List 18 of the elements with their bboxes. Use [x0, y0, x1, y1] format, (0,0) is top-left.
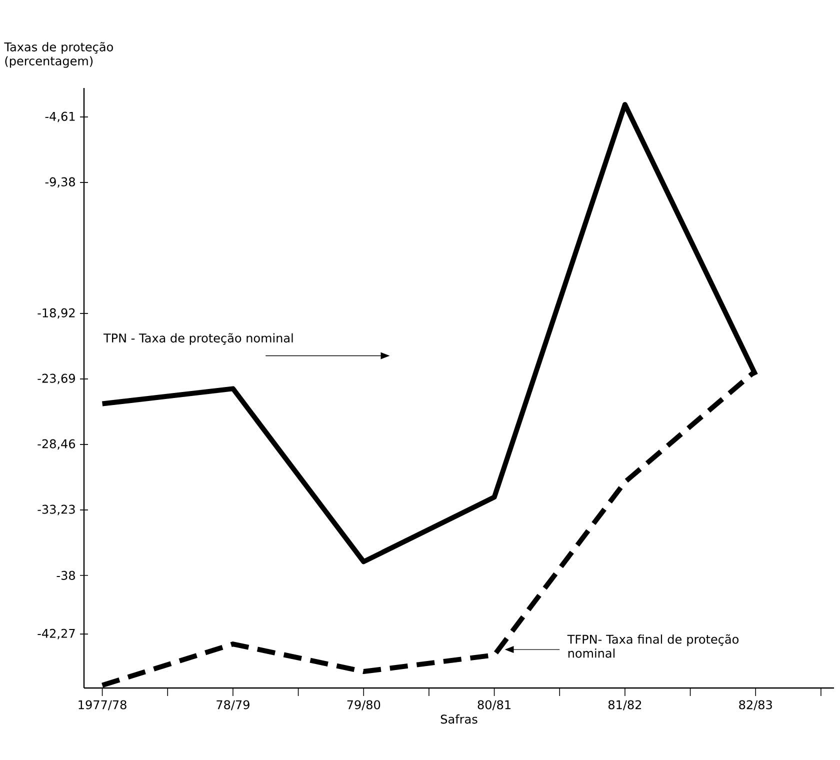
y-tick-label: -42,27 [38, 628, 75, 640]
y-tick-label: -28,46 [38, 439, 76, 450]
x-tick-label: 78/79 [216, 700, 250, 710]
x-tick-label: 1977/78 [78, 700, 126, 710]
x-tick-label: 80/81 [478, 700, 510, 710]
y-tick-label: -23,69 [38, 374, 75, 384]
y-axis-title: Taxas de proteção (percentagem) [4, 42, 113, 68]
y-tick-label: -4,61 [45, 112, 75, 122]
annotation: TPN - Taxa de proteção nominal [103, 333, 293, 345]
x-tick-label: 81/82 [608, 700, 642, 710]
y-tick-label: -33,23 [38, 504, 75, 516]
annotation: TFPN- Taxa final de proteção nominal [567, 634, 739, 658]
x-axis-title: Safras [440, 714, 478, 724]
y-tick-label: -9,38 [45, 177, 75, 188]
x-tick-label: 82/83 [739, 700, 772, 710]
y-tick-label: -18,92 [38, 308, 75, 319]
x-tick-label: 79/80 [347, 700, 380, 710]
y-tick-label: -38 [56, 570, 75, 580]
